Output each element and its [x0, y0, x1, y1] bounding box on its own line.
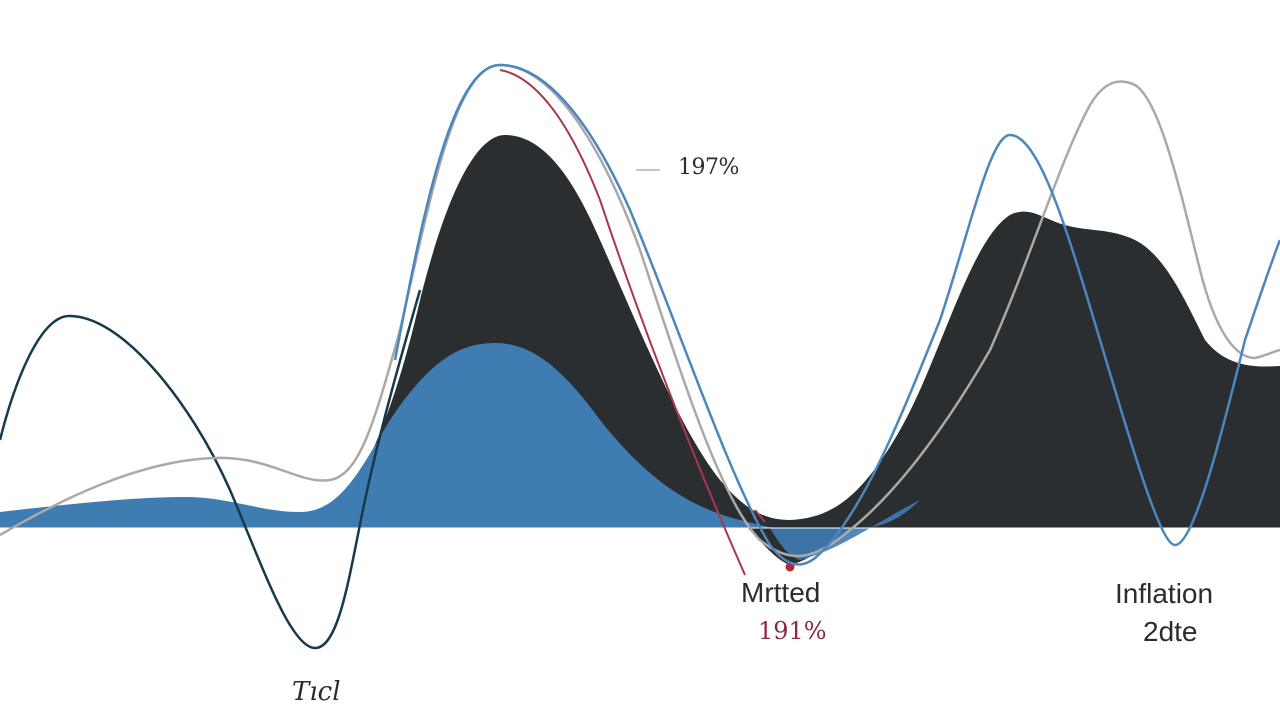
blue-area-series	[0, 343, 780, 528]
right-sub-label: 2dte	[1143, 616, 1198, 647]
trough-title-label: Mrtted	[741, 577, 821, 608]
red-tick	[754, 509, 766, 523]
left-tick-label: Tıcl	[292, 677, 341, 707]
gray-line-series	[0, 63, 1280, 558]
blue-area-dip	[770, 500, 920, 560]
peak-value-label: 197%	[678, 155, 739, 180]
red-marker	[785, 562, 795, 572]
red-line-series	[499, 69, 746, 576]
right-title-label: Inflation	[1115, 578, 1214, 609]
blue-line-series	[393, 63, 1280, 566]
trough-value-label: 191%	[758, 617, 827, 645]
navy-line-series	[0, 289, 422, 650]
